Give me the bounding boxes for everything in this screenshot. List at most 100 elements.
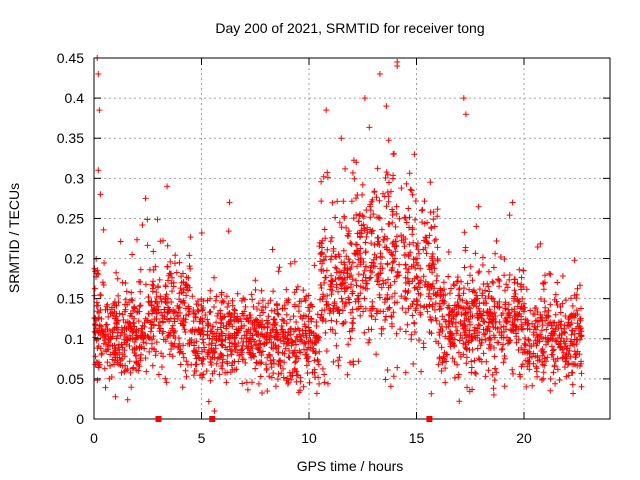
data-point <box>503 319 510 326</box>
data-point <box>119 351 126 358</box>
data-point <box>176 349 183 356</box>
data-point <box>276 358 282 365</box>
data-point <box>552 291 559 298</box>
data-point <box>558 325 565 332</box>
data-point <box>341 267 348 274</box>
data-point <box>435 361 442 368</box>
data-point <box>460 340 467 347</box>
data-point <box>415 280 422 287</box>
data-point <box>301 346 307 353</box>
data-point <box>110 326 117 333</box>
data-point <box>269 246 276 253</box>
data-point <box>327 256 334 263</box>
data-point <box>148 302 155 309</box>
data-point <box>447 290 453 297</box>
data-point <box>118 341 125 348</box>
data-point <box>521 300 527 307</box>
data-point <box>351 250 358 257</box>
data-point <box>332 214 339 221</box>
data-point <box>226 199 233 206</box>
data-point <box>393 243 400 250</box>
data-point <box>145 294 152 301</box>
data-point <box>186 263 193 270</box>
data-point <box>469 288 476 295</box>
data-point <box>492 365 498 372</box>
data-point <box>208 340 215 347</box>
data-point <box>350 358 357 365</box>
data-point <box>476 329 482 336</box>
data-point <box>353 282 360 289</box>
data-point <box>275 311 282 318</box>
data-point <box>454 311 460 317</box>
data-point <box>200 325 206 331</box>
data-point <box>370 211 377 218</box>
data-point <box>436 306 443 313</box>
data-point <box>424 239 431 246</box>
data-point <box>506 276 513 283</box>
data-point <box>545 307 552 314</box>
data-point <box>550 369 557 376</box>
data-point <box>349 306 356 313</box>
data-point <box>388 320 395 327</box>
data-point <box>571 257 578 264</box>
data-point <box>144 216 151 223</box>
data-point <box>183 282 190 289</box>
data-point <box>301 321 308 328</box>
data-point <box>413 273 420 280</box>
data-point <box>376 281 382 288</box>
data-point <box>240 295 247 302</box>
data-point <box>357 245 364 252</box>
data-point <box>461 264 468 271</box>
data-point <box>306 332 313 339</box>
data-point <box>547 387 554 394</box>
data-point <box>101 260 108 266</box>
data-point <box>534 309 541 315</box>
data-point <box>534 340 541 346</box>
data-point <box>365 339 372 346</box>
data-point <box>185 305 192 312</box>
data-point <box>163 300 170 306</box>
data-point <box>436 332 443 338</box>
data-point <box>350 215 357 222</box>
data-point <box>154 303 161 310</box>
data-point <box>372 263 378 270</box>
data-point <box>168 280 175 287</box>
data-point <box>520 284 527 290</box>
data-point <box>490 385 497 392</box>
data-point <box>256 337 263 344</box>
data-point <box>318 285 325 291</box>
data-point <box>402 251 409 258</box>
data-point <box>211 354 218 361</box>
data-point <box>97 292 104 299</box>
data-point <box>372 316 379 323</box>
data-point <box>551 296 558 303</box>
data-point <box>513 324 520 330</box>
data-point <box>576 351 583 358</box>
data-point <box>451 374 458 381</box>
data-point <box>376 291 383 298</box>
data-point <box>410 360 417 367</box>
data-point <box>289 338 296 345</box>
data-point <box>477 311 484 317</box>
data-point <box>472 369 478 376</box>
data-point <box>217 333 224 340</box>
data-point <box>417 302 424 309</box>
data-point <box>288 342 295 349</box>
data-point <box>485 323 492 330</box>
chart-title: Day 200 of 2021, SRMTID for receiver ton… <box>215 20 484 36</box>
data-point <box>266 351 273 358</box>
data-point <box>402 309 409 316</box>
data-point <box>538 327 545 334</box>
data-point <box>371 189 378 196</box>
data-point <box>386 220 393 227</box>
data-point <box>561 338 568 345</box>
data-point <box>259 297 266 304</box>
data-point <box>161 306 168 313</box>
data-point <box>550 328 557 335</box>
data-point <box>282 345 289 352</box>
data-point <box>556 340 563 347</box>
data-point <box>406 224 412 231</box>
data-point <box>335 306 342 313</box>
data-point <box>279 316 286 323</box>
data-point <box>192 313 199 320</box>
